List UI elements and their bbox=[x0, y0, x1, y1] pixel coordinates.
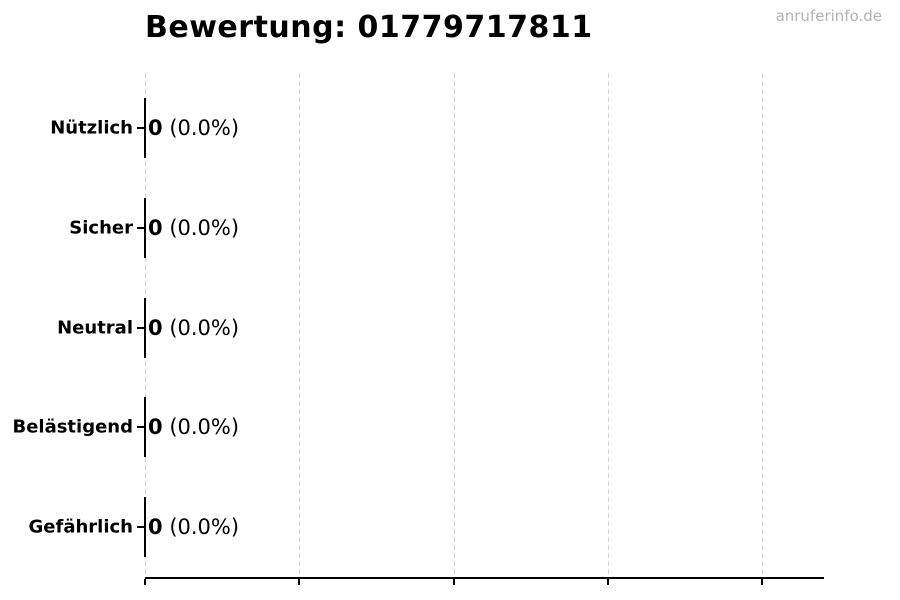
category-label: Gefährlich bbox=[28, 516, 133, 538]
value-percent: (0.0%) bbox=[169, 415, 240, 439]
y-axis-tick bbox=[137, 426, 145, 428]
bar-outline bbox=[144, 497, 146, 557]
category-row: Nützlich 0 (0.0%) bbox=[0, 98, 900, 158]
bar-outline bbox=[144, 397, 146, 457]
value-label: 0 (0.0%) bbox=[148, 116, 239, 140]
value-label: 0 (0.0%) bbox=[148, 216, 239, 240]
category-label: Neutral bbox=[57, 317, 133, 339]
x-axis-tick bbox=[607, 579, 609, 585]
y-axis-tick bbox=[137, 327, 145, 329]
category-label: Belästigend bbox=[12, 416, 133, 438]
value-count: 0 bbox=[148, 515, 163, 539]
category-row: Sicher 0 (0.0%) bbox=[0, 198, 900, 258]
value-label: 0 (0.0%) bbox=[148, 316, 239, 340]
category-row: Belästigend 0 (0.0%) bbox=[0, 397, 900, 457]
value-percent: (0.0%) bbox=[169, 316, 240, 340]
value-label: 0 (0.0%) bbox=[148, 415, 239, 439]
watermark: anruferinfo.de bbox=[775, 7, 882, 25]
x-axis-tick bbox=[453, 579, 455, 585]
value-count: 0 bbox=[148, 116, 163, 140]
x-gridline bbox=[762, 73, 763, 578]
x-gridline bbox=[454, 73, 455, 578]
category-label: Nützlich bbox=[50, 117, 133, 139]
category-row: Neutral 0 (0.0%) bbox=[0, 298, 900, 358]
x-axis-tick bbox=[144, 579, 146, 585]
value-percent: (0.0%) bbox=[169, 515, 240, 539]
value-count: 0 bbox=[148, 415, 163, 439]
y-axis-tick bbox=[137, 227, 145, 229]
x-axis-tick bbox=[298, 579, 300, 585]
bar-outline bbox=[144, 98, 146, 158]
value-count: 0 bbox=[148, 316, 163, 340]
value-percent: (0.0%) bbox=[169, 116, 240, 140]
x-gridline bbox=[608, 73, 609, 578]
value-label: 0 (0.0%) bbox=[148, 515, 239, 539]
value-count: 0 bbox=[148, 216, 163, 240]
value-percent: (0.0%) bbox=[169, 216, 240, 240]
category-label: Sicher bbox=[69, 217, 133, 239]
y-axis-tick bbox=[137, 526, 145, 528]
x-gridline bbox=[299, 73, 300, 578]
x-axis-tick bbox=[761, 579, 763, 585]
bar-outline bbox=[144, 298, 146, 358]
y-axis-tick bbox=[137, 127, 145, 129]
x-axis-line bbox=[145, 577, 824, 579]
chart-title: Bewertung: 01779717811 bbox=[145, 10, 593, 45]
bar-outline bbox=[144, 198, 146, 258]
category-row: Gefährlich 0 (0.0%) bbox=[0, 497, 900, 557]
